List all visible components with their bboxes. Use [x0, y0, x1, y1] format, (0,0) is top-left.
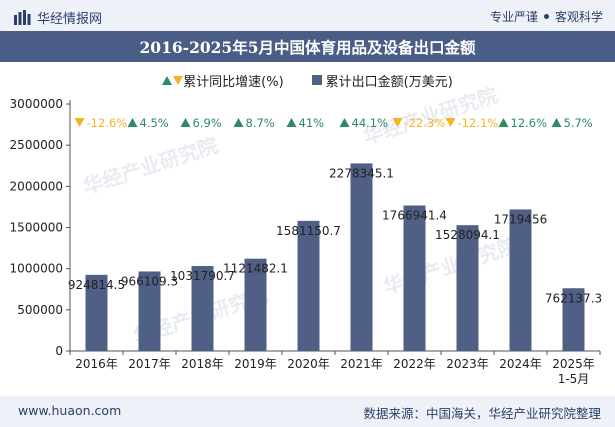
bar [244, 258, 267, 351]
bar [85, 274, 108, 351]
growth-value-label: 4.5% [140, 116, 169, 130]
bar [562, 288, 585, 351]
x-tick-label: 2022年 [393, 357, 436, 371]
growth-up-icon [127, 118, 138, 127]
y-tick-label: 0 [55, 344, 63, 358]
bar-value-label: 1121482.1 [223, 262, 288, 276]
website-link[interactable]: www.huaon.com [18, 403, 122, 418]
growth-value-label: 6.9% [193, 116, 222, 130]
legend-amount[interactable]: 累计出口金额(万美元) [311, 71, 453, 90]
triangle-up-icon [162, 75, 173, 85]
bar-value-label: 1528094.1 [435, 228, 500, 242]
x-tick-label: 2018年 [181, 357, 224, 371]
footer: www.huaon.com 数据来源：中国海关，华经产业研究院整理 [0, 396, 615, 427]
x-tick-label: 2024年 [499, 357, 542, 371]
data-source: 数据来源：中国海关，华经产业研究院整理 [363, 406, 601, 421]
growth-up-icon [180, 118, 191, 127]
x-tick-label: 1-5月 [558, 372, 590, 386]
growth-up-icon [233, 118, 244, 127]
x-tick-label: 2021年 [340, 357, 383, 371]
y-tick-label: 1000000 [10, 262, 63, 276]
bar-value-label: 2278345.1 [329, 166, 394, 180]
brand[interactable]: 华经情报网 [14, 8, 102, 27]
chart-title: 2016-2025年5月中国体育用品及设备出口金额 [0, 31, 615, 62]
y-tick-label: 500000 [17, 303, 63, 317]
y-tick-label: 1500000 [10, 221, 63, 235]
y-tick-label: 2000000 [10, 179, 63, 193]
growth-down-icon [74, 118, 85, 127]
bar [297, 220, 320, 351]
growth-value-label: -12.1% [458, 116, 499, 130]
x-tick-label: 2025年 [552, 357, 595, 371]
slogan-tag-2: 客观科学 [554, 10, 603, 24]
bar-value-label: 1031790.7 [170, 269, 235, 283]
legend-growth-label: 累计同比增速(%) [183, 74, 284, 90]
bar-value-label: 924814.5 [68, 278, 125, 292]
growth-value-label: 41% [299, 116, 325, 130]
growth-down-icon [445, 118, 456, 127]
x-tick-label: 2017年 [128, 357, 171, 371]
growth-value-label: 12.6% [511, 116, 548, 130]
legend-growth[interactable]: 累计同比增速(%) [162, 71, 284, 90]
growth-up-icon [498, 118, 509, 127]
bar [509, 209, 532, 351]
growth-up-icon [286, 118, 297, 127]
x-tick-label: 2019年 [234, 357, 277, 371]
growth-value-label: 8.7% [246, 116, 275, 130]
slogan: 专业严谨 客观科学 [490, 8, 603, 25]
chart-legend: 累计同比增速(%) 累计出口金额(万美元) [0, 70, 615, 90]
bar-value-label: 966109.3 [121, 274, 178, 288]
growth-value-label: 44.1% [352, 116, 389, 130]
bar [191, 266, 214, 351]
y-tick-label: 3000000 [10, 97, 63, 111]
growth-value-label: -22.3% [405, 116, 446, 130]
bar-value-label: 762137.3 [545, 291, 602, 305]
bar-value-label: 1719456 [494, 212, 547, 226]
x-tick-label: 2020年 [287, 357, 330, 371]
y-tick-label: 2500000 [10, 138, 63, 152]
bar [456, 225, 479, 351]
top-bar: 华经情报网 专业严谨 客观科学 [0, 0, 615, 31]
legend-bar-swatch [311, 75, 322, 85]
growth-up-icon [551, 118, 562, 127]
slogan-tag-1: 专业严谨 [489, 10, 538, 24]
growth-down-icon [392, 118, 403, 127]
growth-value-label: -12.6% [87, 116, 128, 130]
chart-canvas: 0 500000 1000000 1500000 2000000 2500000 30000… [10, 97, 603, 386]
bar [138, 271, 161, 351]
separator-dot-icon [543, 14, 549, 19]
legend-amount-label: 累计出口金额(万美元) [325, 74, 453, 90]
x-tick-label: 2016年 [75, 357, 118, 371]
growth-value-label: 5.7% [564, 116, 593, 130]
bar-value-label: 1766941.4 [382, 209, 447, 223]
triangle-down-icon [173, 75, 184, 85]
growth-up-icon [339, 118, 350, 127]
bar-value-label: 1581150.7 [276, 224, 341, 238]
brand-name: 华经情报网 [37, 12, 103, 27]
x-tick-label: 2023年 [446, 357, 489, 371]
huajing-logo-icon [14, 10, 31, 25]
bar [350, 163, 373, 351]
bar [403, 205, 426, 351]
